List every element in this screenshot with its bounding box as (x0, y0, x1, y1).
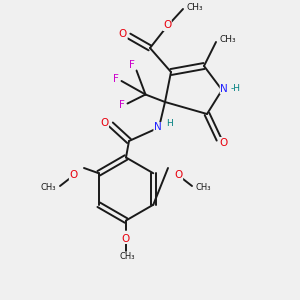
Text: CH₃: CH₃ (41, 183, 56, 192)
Text: CH₃: CH₃ (219, 34, 236, 43)
Text: O: O (174, 170, 183, 181)
Text: N: N (154, 122, 162, 133)
Text: O: O (119, 29, 127, 40)
Text: F: F (112, 74, 118, 85)
Text: O: O (100, 118, 109, 128)
Text: O: O (163, 20, 171, 31)
Text: O: O (69, 170, 78, 181)
Text: CH₃: CH₃ (186, 3, 203, 12)
Text: H: H (166, 118, 173, 127)
Text: CH₃: CH₃ (196, 183, 211, 192)
Text: F: F (129, 60, 135, 70)
Text: F: F (118, 100, 124, 110)
Text: O: O (122, 233, 130, 244)
Text: -H: -H (230, 84, 241, 93)
Text: O: O (219, 137, 228, 148)
Text: N: N (220, 83, 228, 94)
Text: CH₃: CH₃ (120, 252, 135, 261)
